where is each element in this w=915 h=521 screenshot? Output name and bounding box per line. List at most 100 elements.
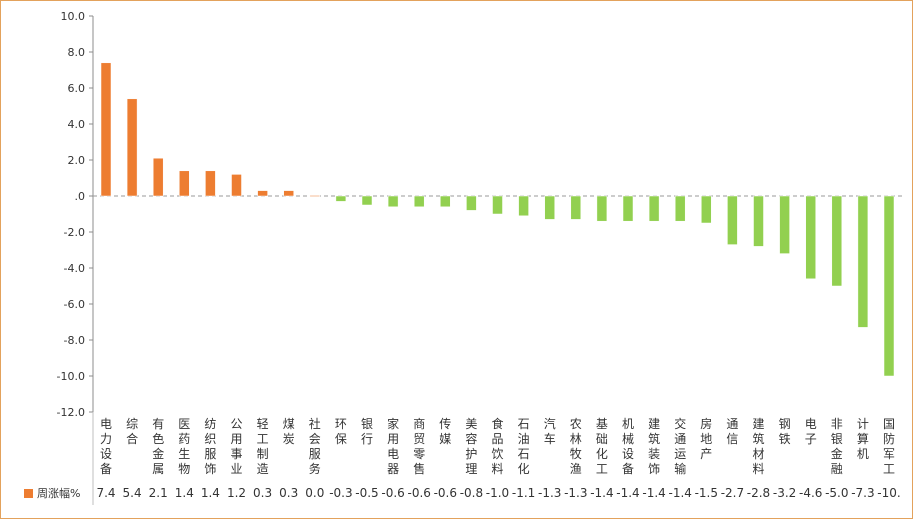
bar [466,195,477,211]
y-tick-label: 4.0 [68,118,86,131]
bar [805,195,816,280]
data-label: -4.6 [799,486,822,500]
category-label: 有色金属 [152,417,164,476]
category-label: 医药生物 [178,417,190,476]
bar [518,195,529,217]
data-label: -3.2 [773,486,796,500]
category-label: 美容护理 [465,417,477,476]
bar [727,195,738,245]
bar [753,195,764,247]
category-label: 计算机 [857,417,869,461]
category-label: 综合 [126,417,138,446]
legend-swatch [24,489,33,498]
bar [857,195,869,328]
y-tick-label: 6.0 [68,82,86,95]
y-tick-label: -4.0 [64,262,85,275]
data-label: -5.0 [825,486,848,500]
bar [648,195,660,222]
category-label: 国防军工 [883,417,895,476]
bar [596,195,608,222]
category-label: 钢铁 [779,417,791,446]
bar [152,157,164,197]
bar [205,170,216,197]
bar [361,195,373,206]
category-label: 纺织服饰 [204,417,216,476]
category-label: 轻工制造 [257,417,269,476]
bar [100,62,112,197]
data-label: 7.4 [96,486,115,500]
category-label: 汽车 [544,416,556,446]
data-label: -0.6 [381,486,404,500]
category-label: 传媒 [439,416,451,446]
category-label: 食品饮料 [491,416,503,476]
bar [544,195,555,220]
category-label: 非银金融 [831,417,843,476]
category-label: 机械设备 [622,417,634,476]
bar [883,195,895,377]
bar [387,195,399,208]
data-label: -1.1 [512,486,535,500]
data-label: -0.8 [460,486,483,500]
category-label: 银行 [361,417,373,446]
bar [413,195,425,208]
data-label: 2.1 [149,486,168,500]
y-tick-label: 2.0 [68,154,86,167]
data-label: -0.3 [329,486,352,500]
category-label: 公用事业 [230,417,242,476]
data-label: 5.4 [123,486,142,500]
y-tick-label: 10.0 [61,10,86,23]
bar [309,195,321,197]
bar [779,195,790,254]
data-label: 1.4 [201,486,220,500]
data-label: 0.3 [279,486,298,500]
bar [674,195,686,222]
data-label: -0.6 [407,486,430,500]
legend-label: 周涨幅% [37,487,80,500]
y-tick-label: -2.0 [64,226,85,239]
data-label: 1.2 [227,486,246,500]
bar [440,195,451,208]
y-tick-label: -8.0 [64,334,85,347]
category-label: 通信 [726,417,738,446]
category-label: 煤炭 [283,417,295,446]
category-label: 基础化工 [596,417,608,476]
category-label: 环保 [335,417,347,446]
bar [701,195,712,224]
y-tick-label: .0 [75,190,86,203]
data-label: -2.7 [721,486,744,500]
y-tick-label: -12.0 [57,406,85,419]
category-label: 农林牧渔 [570,417,582,476]
y-tick-label: -10.0 [57,370,85,383]
data-label: -1.3 [564,486,587,500]
category-label: 房地产 [700,416,712,461]
bar [570,195,582,220]
data-label: 0.0 [305,486,324,500]
bar [283,190,294,197]
y-tick-label: -6.0 [64,298,85,311]
data-label: -0.6 [434,486,457,500]
bar [231,174,242,197]
category-label: 电子 [805,417,817,446]
bar [179,170,190,197]
data-label: -2.8 [747,486,770,500]
category-label: 商贸零售 [413,416,425,476]
data-label: -0.5 [355,486,378,500]
bar [257,190,268,197]
data-label: -1.3 [538,486,561,500]
bar [492,195,503,215]
category-label: 交通运输 [674,416,686,476]
data-label: 0.3 [253,486,272,500]
category-label: 家用电器 [387,416,399,476]
data-label: -1.0 [486,486,509,500]
category-label: 电力设备 [100,417,112,476]
bar [622,195,634,222]
data-label: -1.5 [695,486,718,500]
bar [335,195,347,202]
category-label: 建筑材料 [752,417,764,476]
data-label: -10. [877,486,900,500]
bar [831,195,843,287]
y-tick-label: 8.0 [68,46,86,59]
data-label: 1.4 [175,486,194,500]
